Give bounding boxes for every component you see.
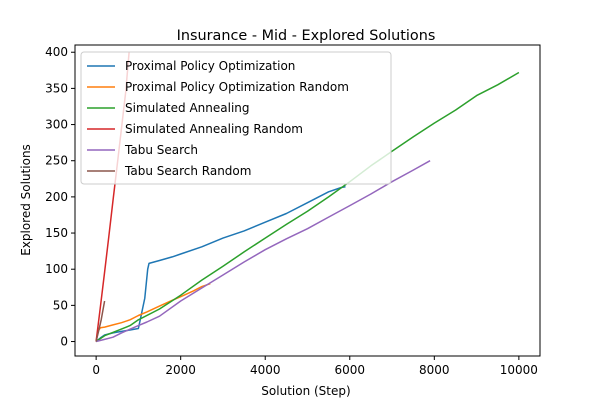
- plot-frame: [74, 44, 541, 357]
- x-tick-label: 4000: [250, 363, 281, 377]
- y-tick-label: 200: [45, 190, 68, 204]
- series-line-4: [95, 160, 431, 343]
- legend-box: [80, 51, 392, 185]
- y-tick-label: 50: [53, 298, 68, 312]
- y-tick-label: 300: [45, 118, 68, 132]
- x-tick-label: 0: [92, 363, 100, 377]
- y-axis-label: Explored Solutions: [19, 144, 33, 256]
- chart-title: Insurance - Mid - Explored Solutions: [177, 28, 436, 44]
- y-tick-label: 350: [45, 81, 68, 95]
- y-tick-label: 0: [60, 335, 68, 349]
- x-tick-label: 8000: [419, 363, 450, 377]
- legend-label-3: Simulated Annealing Random: [125, 122, 303, 136]
- series-layer: [95, 52, 520, 343]
- y-tick-label: 400: [45, 45, 68, 59]
- series-line-2: [95, 71, 520, 343]
- x-tick-label: 2000: [165, 363, 196, 377]
- series-line-5: [95, 300, 106, 342]
- y-axis-ticks: 0 50 100 150 200 250 300 350 400: [45, 45, 75, 349]
- series-line-1: [95, 282, 211, 342]
- x-axis-label: Solution (Step): [261, 384, 350, 398]
- y-tick-label: 250: [45, 154, 68, 168]
- legend-label-5: Tabu Search Random: [124, 164, 251, 178]
- x-tick-label: 10000: [500, 363, 538, 377]
- legend-label-4: Tabu Search: [124, 143, 198, 157]
- legend: Proximal Policy Optimization Proximal Pol…: [80, 51, 392, 185]
- legend-label-1: Proximal Policy Optimization Random: [125, 80, 349, 94]
- legend-label-2: Simulated Annealing: [125, 101, 250, 115]
- x-tick-label: 6000: [334, 363, 365, 377]
- series-line-0: [95, 186, 346, 343]
- y-tick-label: 100: [45, 262, 68, 276]
- x-axis-ticks: 0 2000 4000 6000 8000 10000: [92, 356, 538, 377]
- legend-label-0: Proximal Policy Optimization: [125, 59, 295, 73]
- y-tick-label: 150: [45, 226, 68, 240]
